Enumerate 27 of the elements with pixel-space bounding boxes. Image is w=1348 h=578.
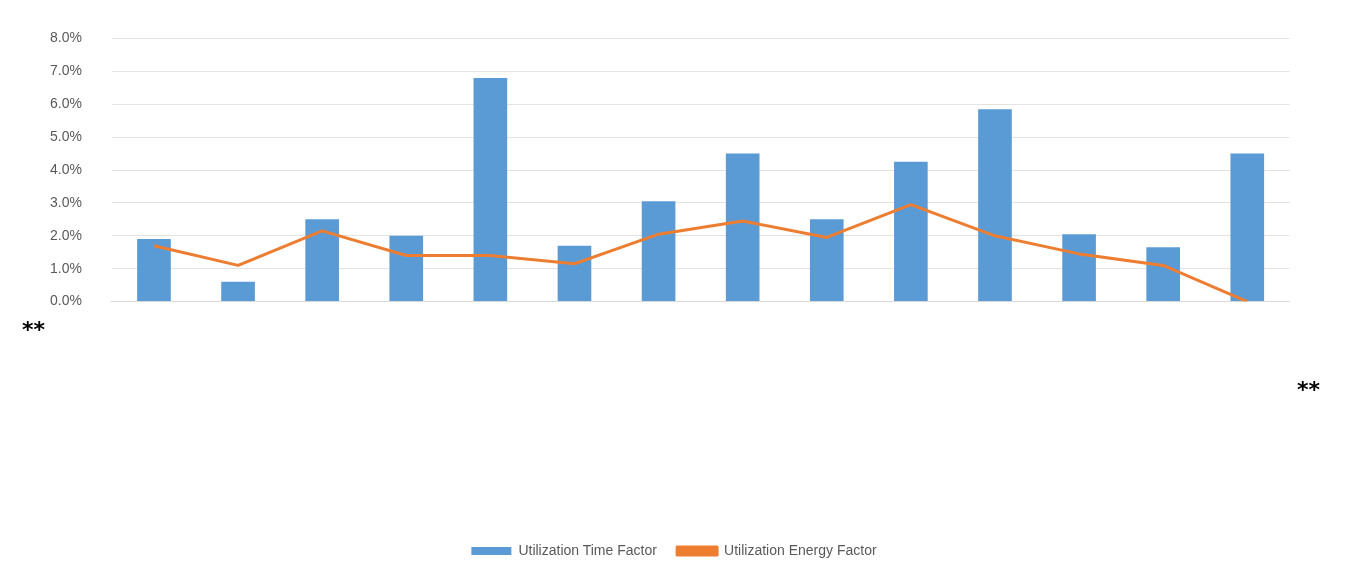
bar (894, 161, 928, 302)
bar (1062, 234, 1096, 302)
y-tick-label: 0.0% (49, 292, 82, 309)
bar (1230, 153, 1265, 302)
legend-label: Utilization Energy Factor (724, 541, 877, 558)
y-tick-label: 7.0% (49, 62, 82, 79)
bar (389, 235, 424, 302)
text: ** (22, 317, 46, 343)
y-tick-label: 3.0% (49, 193, 82, 210)
y-tick-label: 1.0% (49, 259, 82, 276)
y-tick-label: 2.0% (49, 226, 82, 243)
bar (809, 219, 844, 302)
bar (641, 201, 676, 302)
text: ** (1296, 377, 1321, 403)
y-tick-label: 6.0% (49, 95, 82, 112)
bar (305, 219, 339, 302)
bar (725, 153, 760, 302)
y-tick-label: 4.0% (49, 160, 82, 177)
bar (473, 77, 508, 302)
bar (221, 281, 255, 302)
bar (978, 109, 1012, 302)
bar (1146, 247, 1180, 302)
y-tick-label: 5.0% (49, 127, 82, 144)
bar (557, 245, 592, 302)
bar (137, 239, 171, 302)
legend-label: Utilization Time Factor (518, 541, 658, 558)
y-tick-label: 8.0% (49, 29, 82, 46)
